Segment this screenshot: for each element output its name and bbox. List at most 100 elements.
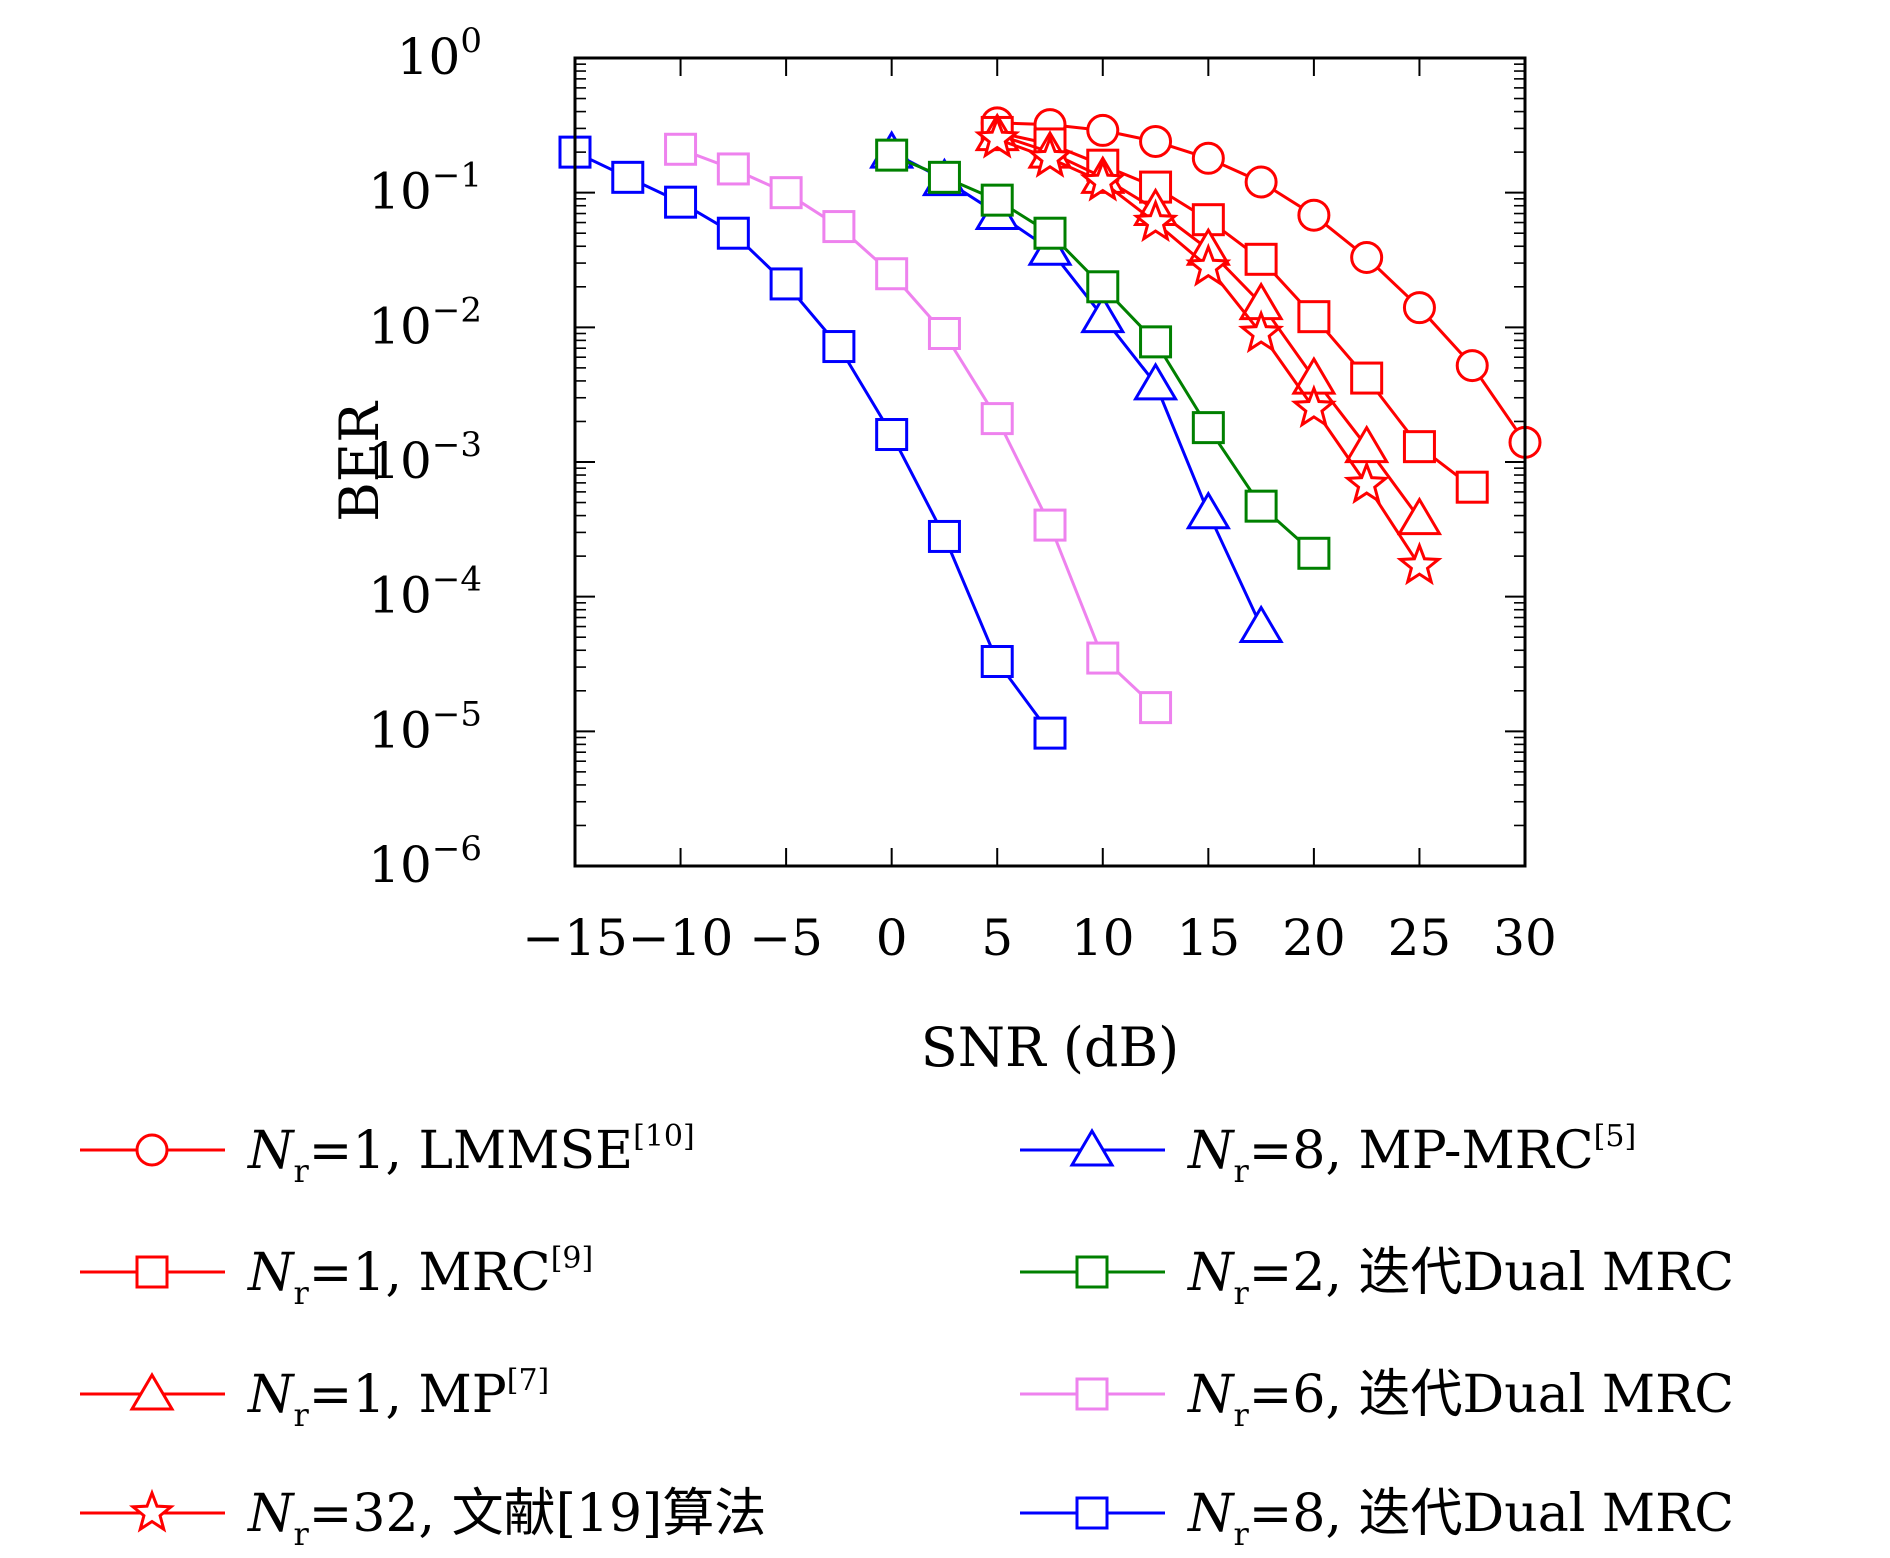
legend-entry-5: Nr=8, MP-MRC[5] bbox=[1020, 1119, 1636, 1190]
x-tick-label: 0 bbox=[876, 909, 908, 967]
x-tick-label: 30 bbox=[1493, 909, 1557, 967]
y-tick-label: 10−2 bbox=[368, 290, 482, 355]
series-layer bbox=[558, 106, 1542, 750]
legend-entry-4: Nr=32, 文献[19]算法 bbox=[80, 1484, 766, 1553]
data-point bbox=[1086, 641, 1120, 675]
data-point bbox=[1402, 430, 1436, 464]
data-point bbox=[1455, 470, 1489, 504]
data-point bbox=[1139, 691, 1173, 725]
legend-marker bbox=[1075, 1377, 1109, 1411]
data-point bbox=[1402, 291, 1436, 325]
legend-marker bbox=[1069, 1128, 1115, 1167]
data-point bbox=[1191, 141, 1225, 175]
data-point bbox=[1132, 198, 1179, 243]
series-6 bbox=[875, 138, 1331, 570]
legend: Nr=1, LMMSE[10] Nr=1, MRC[9] Nr=1, MP[7] Nr… bbox=[80, 1119, 1734, 1553]
tick-layer: −15 −10 −5 0 5 10 15 20 25 30 100 10−1 10−2 10−3 10−4 1… bbox=[368, 21, 1557, 967]
series-line bbox=[996, 130, 1474, 489]
legend-entry-1: Nr=1, LMMSE[10] bbox=[80, 1119, 695, 1190]
series-4 bbox=[974, 114, 1443, 586]
data-point bbox=[875, 418, 909, 452]
data-point bbox=[1086, 113, 1120, 147]
data-point bbox=[664, 185, 698, 219]
legend-entry-8: Nr=8, 迭代Dual MRC bbox=[1020, 1484, 1734, 1553]
series-line bbox=[680, 147, 1157, 709]
x-tick-label: 5 bbox=[981, 909, 1013, 967]
data-point bbox=[1297, 300, 1331, 334]
data-point bbox=[822, 210, 856, 244]
x-tick-label: 10 bbox=[1071, 909, 1135, 967]
data-point bbox=[1238, 309, 1285, 354]
y-tick-label: 10−1 bbox=[368, 156, 482, 221]
data-point bbox=[1343, 460, 1390, 505]
data-point bbox=[980, 645, 1014, 679]
data-point bbox=[974, 114, 1021, 159]
data-point bbox=[1290, 384, 1337, 429]
data-point bbox=[1086, 270, 1120, 304]
data-point bbox=[980, 402, 1014, 436]
data-point bbox=[1191, 411, 1225, 445]
data-point bbox=[927, 519, 961, 553]
legend-label: Nr=1, MP[7] bbox=[246, 1363, 549, 1434]
data-point bbox=[1026, 134, 1074, 178]
data-point bbox=[1139, 124, 1173, 158]
x-tick-label: 15 bbox=[1177, 909, 1241, 967]
y-axis-title: BER bbox=[328, 401, 391, 522]
data-point bbox=[1455, 349, 1489, 383]
legend-label: Nr=1, LMMSE[10] bbox=[246, 1119, 695, 1190]
data-point bbox=[1033, 716, 1067, 750]
x-tick-label: −15 bbox=[522, 909, 628, 967]
y-tick-label: 10−5 bbox=[368, 694, 482, 759]
legend-marker bbox=[1075, 1255, 1109, 1289]
data-point bbox=[664, 132, 698, 166]
data-point bbox=[611, 160, 645, 194]
legend-label: Nr=8, 迭代Dual MRC bbox=[1186, 1484, 1734, 1553]
legend-marker bbox=[1075, 1496, 1109, 1530]
data-point bbox=[1297, 536, 1331, 570]
data-point bbox=[1396, 541, 1443, 586]
data-point bbox=[716, 152, 750, 186]
y-tick-label: 10−4 bbox=[368, 560, 482, 625]
data-point bbox=[822, 330, 856, 364]
y-tick-label: 100 bbox=[397, 21, 482, 86]
data-point bbox=[1297, 198, 1331, 232]
data-point bbox=[1244, 489, 1278, 523]
data-point bbox=[1350, 241, 1384, 275]
legend-marker bbox=[128, 1488, 176, 1533]
x-tick-label: 20 bbox=[1282, 909, 1346, 967]
series-line bbox=[574, 150, 1052, 734]
data-point bbox=[875, 257, 909, 291]
data-point bbox=[769, 267, 803, 301]
legend-label: Nr=2, 迭代Dual MRC bbox=[1186, 1243, 1734, 1312]
legend-entry-6: Nr=2, 迭代Dual MRC bbox=[1020, 1243, 1734, 1312]
y-tick-label: 10−6 bbox=[368, 829, 482, 894]
data-point bbox=[927, 316, 961, 350]
x-tick-label: −5 bbox=[749, 909, 823, 967]
data-point bbox=[716, 216, 750, 250]
data-point bbox=[1132, 361, 1179, 401]
x-axis-title: SNR (dB) bbox=[921, 1016, 1179, 1079]
data-point bbox=[1238, 604, 1284, 644]
data-point bbox=[1079, 157, 1126, 202]
data-point bbox=[1344, 424, 1390, 464]
data-point bbox=[1033, 508, 1067, 542]
legend-entry-7: Nr=6, 迭代Dual MRC bbox=[1020, 1365, 1734, 1434]
data-point bbox=[769, 176, 803, 210]
y-tick-label: 10−3 bbox=[368, 425, 482, 490]
legend-entry-3: Nr=1, MP[7] bbox=[80, 1363, 549, 1434]
legend-marker bbox=[129, 1372, 175, 1411]
data-point bbox=[980, 183, 1014, 217]
data-point bbox=[1080, 294, 1126, 334]
legend-entry-2: Nr=1, MRC[9] bbox=[80, 1241, 593, 1312]
legend-marker bbox=[135, 1255, 169, 1289]
x-tick-label: 25 bbox=[1388, 909, 1452, 967]
data-point bbox=[927, 160, 961, 194]
series-7 bbox=[664, 132, 1173, 725]
data-point bbox=[1244, 242, 1278, 276]
data-point bbox=[1396, 496, 1443, 536]
legend-marker bbox=[135, 1133, 169, 1167]
legend-label: Nr=8, MP-MRC[5] bbox=[1186, 1119, 1636, 1190]
data-point bbox=[875, 138, 909, 172]
legend-label: Nr=6, 迭代Dual MRC bbox=[1186, 1365, 1734, 1434]
